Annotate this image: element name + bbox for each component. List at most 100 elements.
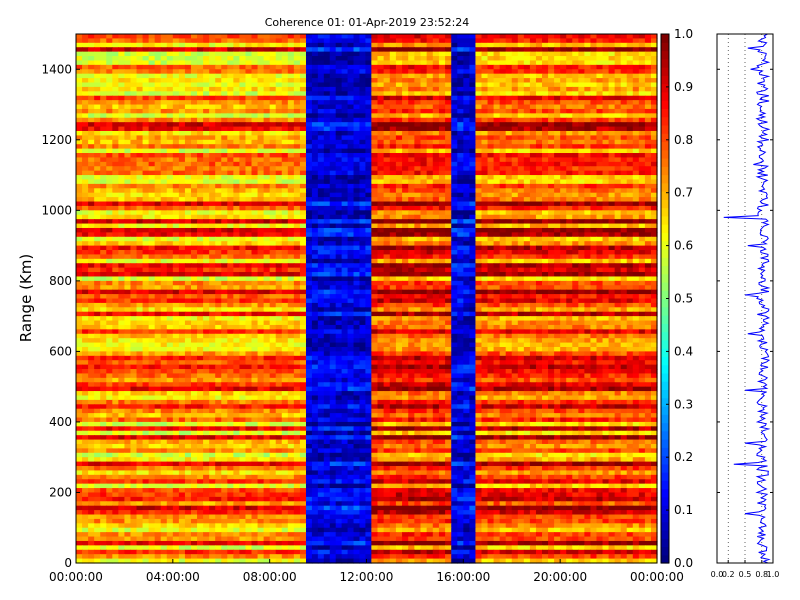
heatmap-cell	[511, 236, 519, 242]
heatmap-cell	[584, 38, 592, 44]
heatmap-cell	[463, 78, 470, 84]
heatmap-cell	[233, 38, 240, 44]
heatmap-cell	[650, 34, 658, 40]
heatmap-cell	[408, 139, 415, 145]
heatmap-cell	[142, 51, 150, 57]
heatmap-cell	[566, 60, 573, 66]
heatmap-cell	[142, 223, 150, 229]
heatmap-cell	[106, 86, 113, 92]
heatmap-cell	[365, 78, 372, 84]
heatmap-cell	[535, 56, 543, 62]
heatmap-cell	[263, 166, 271, 172]
heatmap-cell	[359, 95, 366, 101]
heatmap-cell	[341, 34, 349, 40]
heatmap-cell	[118, 60, 126, 66]
heatmap-cell	[608, 86, 616, 92]
heatmap-cell	[148, 214, 156, 220]
heatmap-cell	[542, 175, 549, 181]
heatmap-cell	[475, 73, 483, 79]
heatmap-cell	[626, 148, 634, 154]
heatmap-cell	[420, 232, 428, 238]
heatmap-cell	[395, 157, 403, 163]
heatmap-cell	[148, 183, 156, 189]
heatmap-cell	[499, 38, 507, 44]
heatmap-cell	[263, 82, 271, 88]
heatmap-cell	[438, 192, 446, 198]
heatmap-cell	[590, 122, 598, 128]
heatmap-cell	[529, 148, 537, 154]
heatmap-cell	[359, 179, 366, 185]
heatmap-cell	[463, 122, 470, 128]
heatmap-cell	[438, 245, 446, 251]
heatmap-cell	[347, 56, 355, 62]
heatmap-cell	[293, 144, 301, 150]
heatmap-cell	[650, 210, 658, 216]
heatmap-cell	[554, 175, 561, 181]
heatmap-cell	[82, 56, 89, 62]
heatmap-cell	[335, 227, 343, 233]
heatmap-cell	[347, 38, 355, 44]
heatmap-cell	[305, 100, 313, 106]
heatmap-cell	[590, 245, 598, 251]
heatmap-cell	[166, 60, 174, 66]
heatmap-cell	[493, 227, 501, 233]
heatmap-cell	[166, 122, 174, 128]
heatmap-cell	[377, 73, 385, 79]
heatmap-cell	[323, 122, 331, 128]
heatmap-cell	[469, 34, 477, 40]
heatmap-cell	[221, 144, 228, 150]
heatmap-cell	[275, 188, 283, 194]
heatmap-cell	[644, 201, 652, 207]
heatmap-cell	[523, 210, 531, 216]
heatmap-cell	[190, 47, 198, 53]
heatmap-cell	[305, 201, 313, 207]
heatmap-cell	[493, 258, 501, 264]
heatmap-cell	[644, 126, 652, 132]
heatmap-cell	[529, 219, 537, 225]
heatmap-cell	[323, 153, 331, 159]
heatmap-cell	[389, 214, 397, 220]
heatmap-cell	[100, 201, 107, 207]
heatmap-cell	[94, 113, 101, 119]
heatmap-cell	[88, 34, 95, 40]
heatmap-cell	[420, 91, 428, 97]
heatmap-cell	[293, 108, 301, 114]
heatmap-cell	[233, 192, 240, 198]
heatmap-cell	[287, 232, 295, 238]
heatmap-cell	[535, 175, 543, 181]
heatmap-cell	[251, 144, 259, 150]
heatmap-cell	[287, 148, 295, 154]
heatmap-cell	[523, 73, 531, 79]
heatmap-cell	[432, 34, 440, 40]
heatmap-cell	[517, 219, 525, 225]
heatmap-cell	[383, 108, 391, 114]
heatmap-cell	[100, 56, 107, 62]
heatmap-cell	[335, 183, 343, 189]
heatmap-cell	[632, 197, 640, 203]
heatmap-cell	[614, 175, 622, 181]
heatmap-cell	[263, 258, 271, 264]
heatmap-cell	[542, 148, 549, 154]
heatmap-cell	[560, 144, 567, 150]
heatmap-cell	[136, 56, 144, 62]
heatmap-cell	[608, 47, 616, 53]
heatmap-cell	[233, 201, 240, 207]
heatmap-cell	[420, 166, 428, 172]
heatmap-cell	[475, 201, 483, 207]
heatmap-cell	[269, 86, 277, 92]
heatmap-cell	[197, 113, 204, 119]
heatmap-cell	[420, 227, 428, 233]
heatmap-cell	[124, 42, 132, 48]
heatmap-cell	[566, 51, 573, 57]
heatmap-cell	[566, 122, 573, 128]
heatmap-cell	[239, 241, 247, 247]
heatmap-cell	[233, 100, 240, 106]
heatmap-cell	[305, 179, 313, 185]
heatmap-cell	[438, 60, 446, 66]
heatmap-cell	[481, 188, 489, 194]
heatmap-cell	[323, 139, 331, 145]
heatmap-cell	[311, 241, 319, 247]
heatmap-cell	[535, 188, 543, 194]
heatmap-cell	[269, 175, 277, 181]
heatmap-cell	[487, 130, 495, 136]
